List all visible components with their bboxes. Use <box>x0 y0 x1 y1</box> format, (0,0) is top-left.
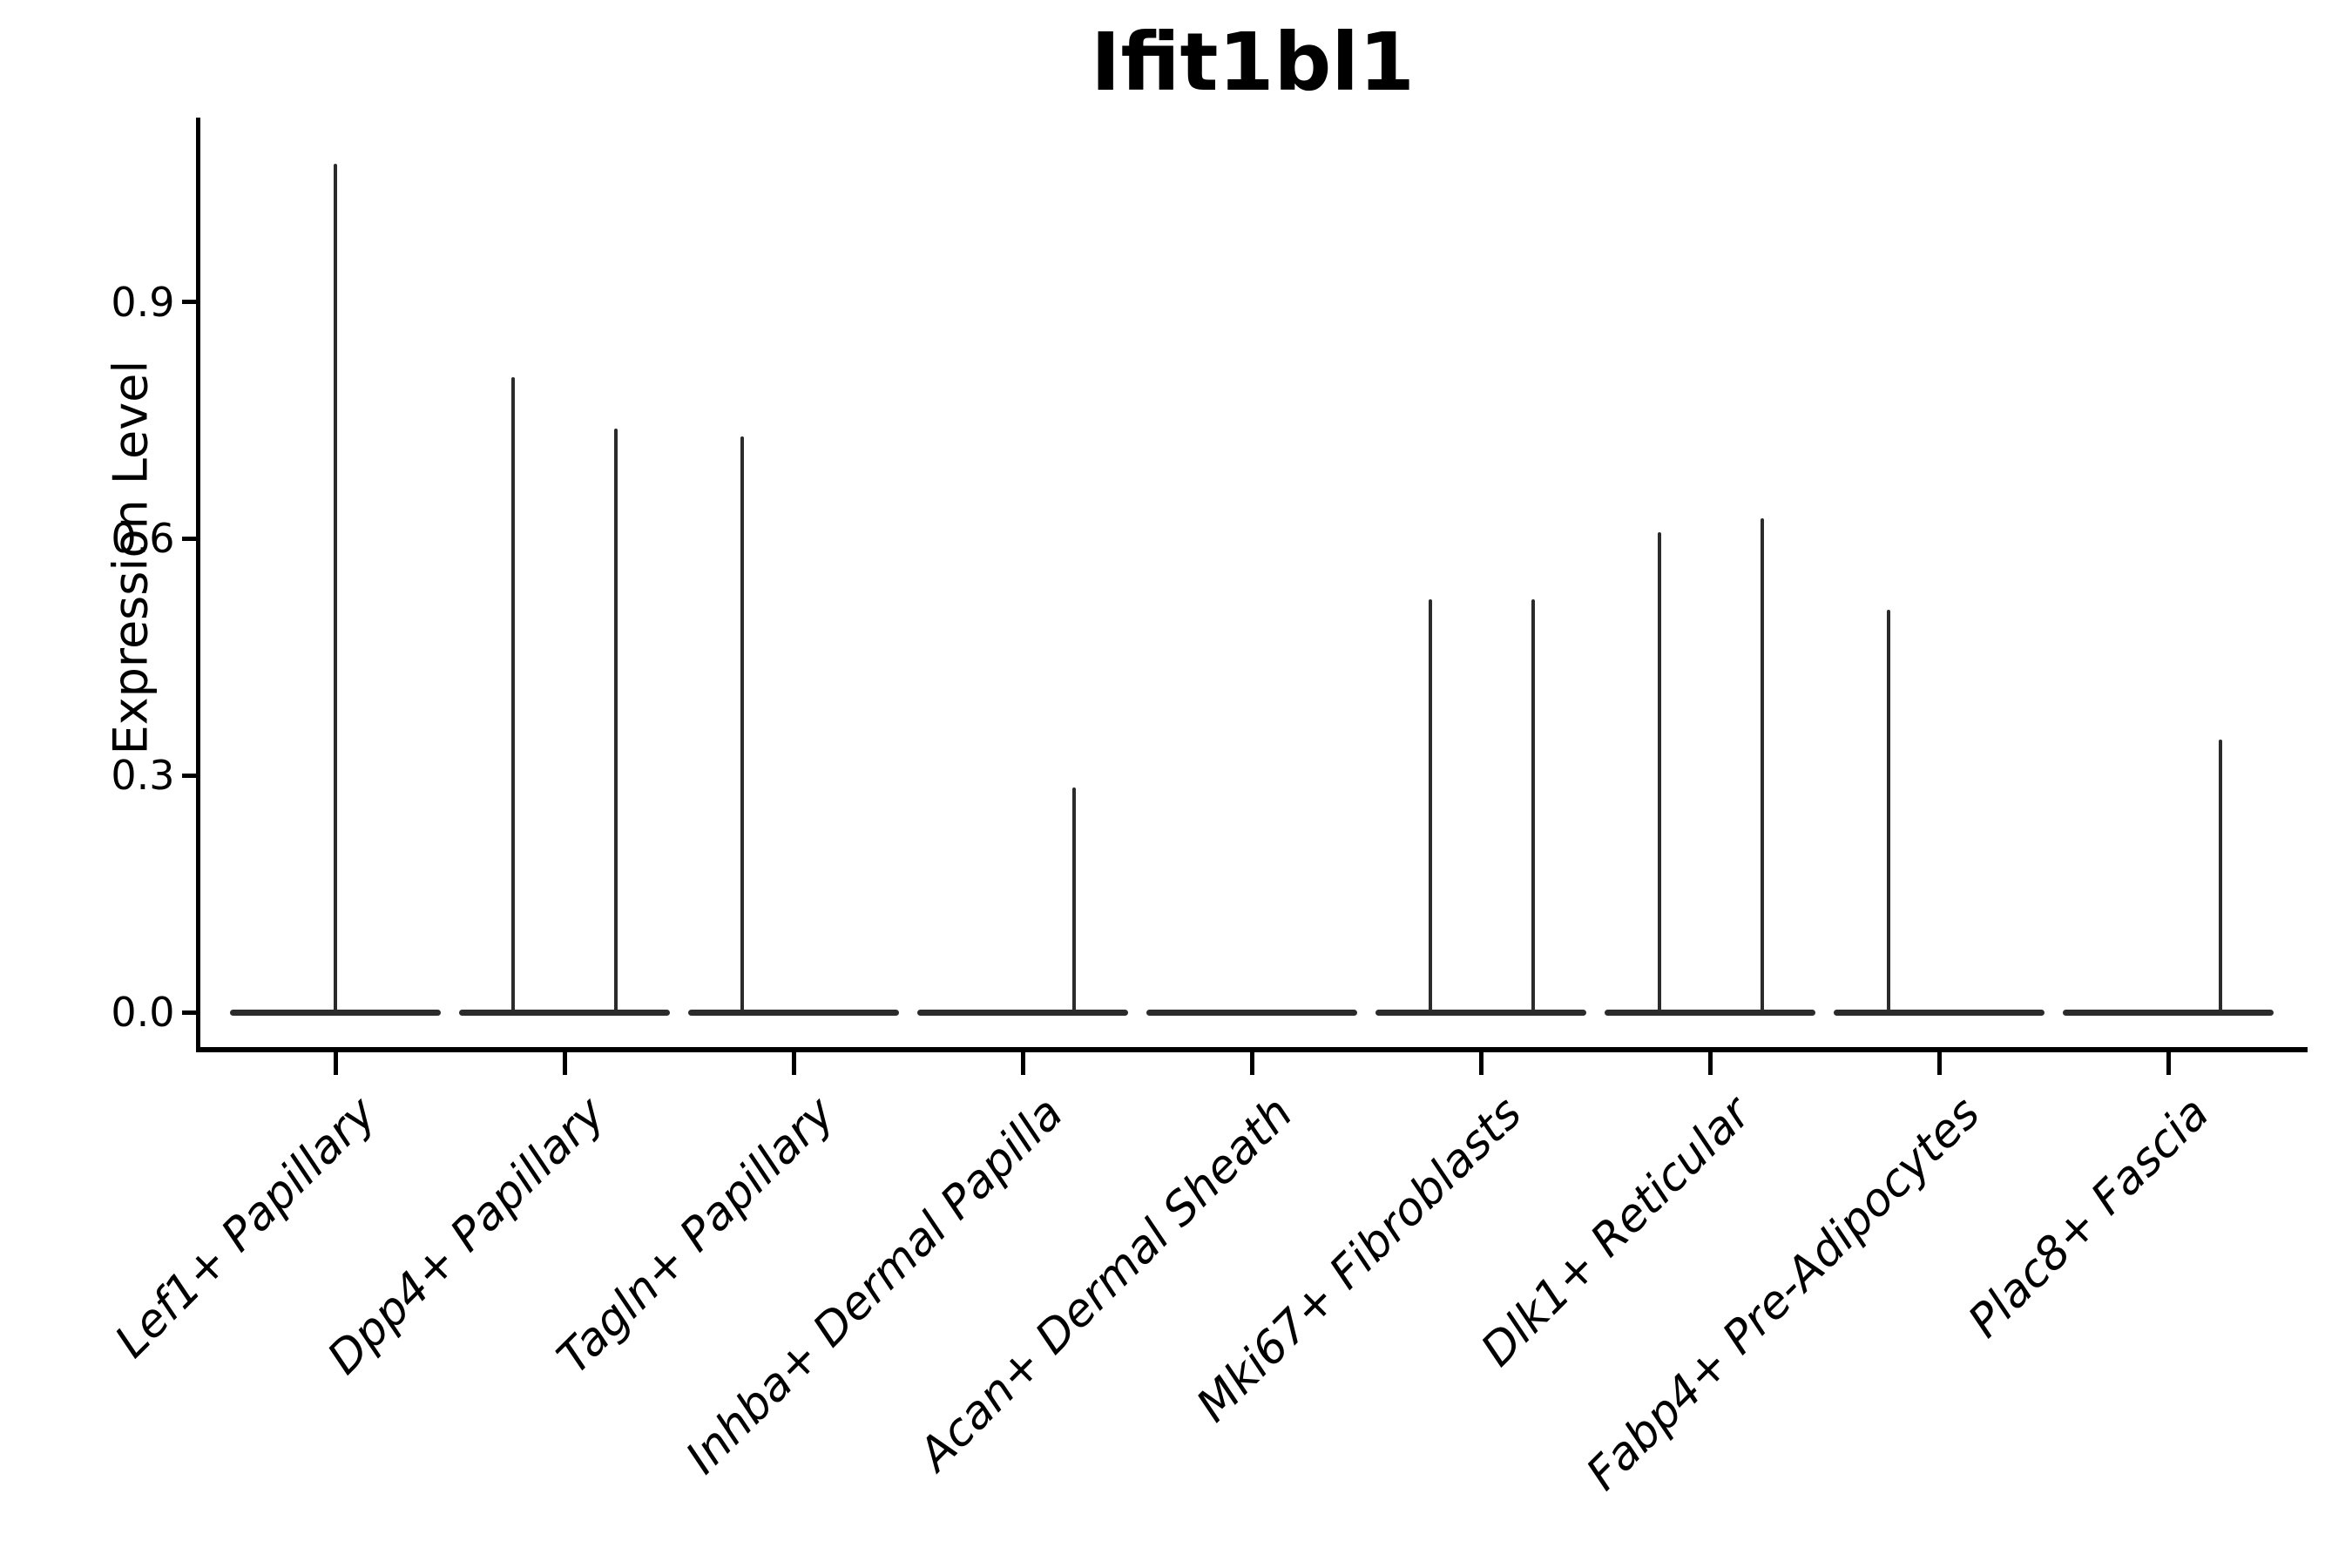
chart-title: Ifit1bl1 <box>1091 16 1415 109</box>
violin-spike <box>2219 739 2223 1015</box>
x-tick <box>1936 1052 1942 1075</box>
violin-baseline <box>917 1009 1128 1016</box>
x-tick-label: Inhba+ Dermal Papilla <box>676 1087 1074 1484</box>
violin-baseline <box>1375 1009 1586 1016</box>
y-tick-label: 0.6 <box>111 515 175 563</box>
violin-spike <box>740 436 744 1015</box>
violin-baseline <box>459 1009 670 1016</box>
violin-baseline <box>688 1009 899 1016</box>
y-tick <box>181 300 196 305</box>
y-axis-spine <box>195 118 200 1052</box>
x-tick <box>1249 1052 1254 1075</box>
x-tick <box>1020 1052 1025 1075</box>
x-axis-spine <box>195 1047 2308 1052</box>
violin-baseline <box>1834 1009 2044 1016</box>
violin-spike <box>334 164 337 1015</box>
y-tick-label: 0.3 <box>111 752 175 800</box>
y-tick <box>181 1010 196 1015</box>
violin-spike <box>510 376 515 1015</box>
x-tick <box>1478 1052 1484 1075</box>
violin-spike <box>614 428 618 1015</box>
violin-spike <box>1658 532 1662 1015</box>
violin-baseline <box>1605 1009 1815 1016</box>
x-tick-label: Acan+ Dermal Sheath <box>909 1087 1303 1481</box>
y-tick <box>181 536 196 541</box>
violin-spike <box>1429 599 1433 1015</box>
violin-baseline <box>2063 1009 2274 1016</box>
violin-spike <box>1760 517 1764 1015</box>
x-tick-label: Plac8+ Fascia <box>1958 1087 2220 1348</box>
y-tick <box>181 773 196 778</box>
violin-baseline <box>1146 1009 1357 1016</box>
x-tick <box>333 1052 338 1075</box>
x-tick <box>791 1052 796 1075</box>
violin-spike <box>1072 787 1077 1015</box>
violin-spike <box>1531 599 1535 1015</box>
x-tick <box>2166 1052 2171 1075</box>
y-tick-label: 0.0 <box>111 989 175 1036</box>
violin-spike <box>1887 609 1891 1015</box>
y-tick-label: 0.9 <box>111 278 175 326</box>
x-tick <box>562 1052 567 1075</box>
x-tick-label: Fabp4+ Pre-Adipocytes <box>1576 1087 1990 1501</box>
x-tick <box>1707 1052 1713 1075</box>
